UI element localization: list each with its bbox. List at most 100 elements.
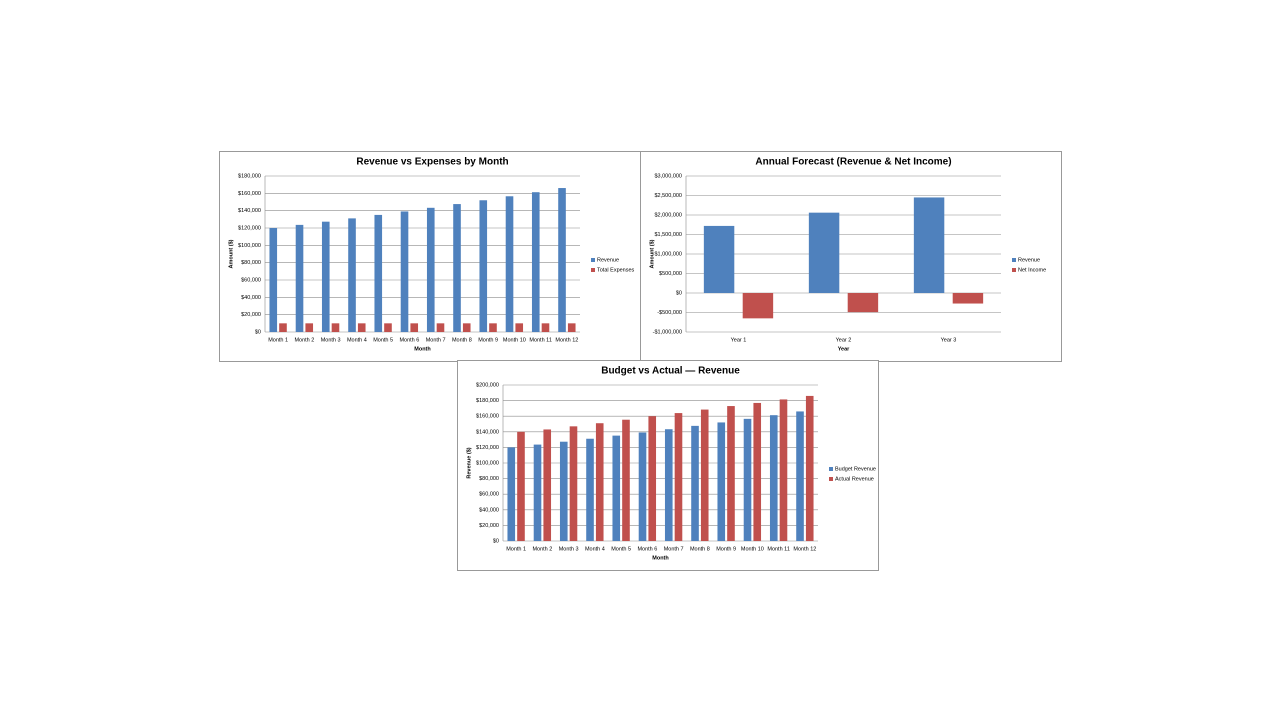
y-tick-label: $60,000 [479, 492, 499, 498]
x-axis-label: Month [414, 346, 431, 352]
y-tick-label: $180,000 [238, 173, 261, 179]
x-tick-label: Year 3 [941, 337, 957, 343]
x-tick-label: Month 11 [767, 546, 790, 552]
y-tick-label: $0 [255, 329, 261, 335]
x-tick-label: Month 10 [503, 337, 526, 343]
bar [805, 395, 814, 541]
bar [743, 418, 752, 541]
bar [779, 399, 788, 541]
y-tick-label: $20,000 [241, 312, 261, 318]
chart-title: Annual Forecast (Revenue & Net Income) [755, 157, 951, 168]
y-tick-label: $200,000 [476, 382, 499, 388]
y-tick-label: $80,000 [479, 476, 499, 482]
bar [913, 197, 945, 293]
bar [691, 425, 699, 541]
bar [543, 429, 552, 541]
bar [507, 447, 516, 541]
x-tick-label: Month 8 [690, 546, 710, 552]
legend-swatch [829, 467, 833, 471]
y-tick-label: $80,000 [241, 260, 261, 266]
bar [622, 419, 630, 541]
x-tick-label: Month 2 [532, 546, 552, 552]
bar [717, 422, 726, 541]
bar [357, 323, 366, 332]
bar [700, 409, 709, 541]
x-tick-label: Month 6 [637, 546, 657, 552]
x-axis-label: Month [652, 555, 669, 561]
legend-swatch [1012, 268, 1016, 272]
bar [410, 323, 419, 332]
legend-label: Actual Revenue [835, 476, 874, 482]
bar [269, 228, 278, 332]
y-tick-label: $2,000,000 [654, 212, 682, 218]
bar [753, 402, 762, 541]
bar [612, 435, 621, 541]
bar [453, 204, 461, 332]
bar [426, 207, 435, 332]
bar [808, 212, 840, 293]
panel-border [640, 151, 1062, 362]
x-tick-label: Month 4 [347, 337, 367, 343]
y-tick-label: $180,000 [476, 398, 499, 404]
y-tick-label: $40,000 [479, 507, 499, 513]
x-tick-label: Year 2 [836, 337, 852, 343]
legend-swatch [829, 477, 833, 481]
y-tick-label: $2,500,000 [654, 193, 682, 199]
x-tick-label: Month 3 [559, 546, 579, 552]
bar [703, 225, 735, 293]
x-tick-label: Month 5 [373, 337, 393, 343]
legend-label: Budget Revenue [835, 466, 876, 472]
x-tick-label: Month 10 [741, 546, 764, 552]
x-tick-label: Month 7 [426, 337, 446, 343]
bar [436, 323, 445, 332]
y-tick-label: $20,000 [479, 523, 499, 529]
y-tick-label: $500,000 [659, 271, 682, 277]
bar [586, 438, 594, 541]
y-tick-label: $140,000 [476, 429, 499, 435]
x-tick-label: Month 1 [506, 546, 526, 552]
y-axis-label: Amount ($) [228, 239, 234, 268]
bar [664, 429, 673, 541]
x-tick-label: Month 8 [452, 337, 472, 343]
y-tick-label: $120,000 [476, 445, 499, 451]
bar [742, 293, 774, 319]
bar [400, 211, 409, 332]
x-axis-label: Year [838, 346, 850, 352]
legend-swatch [591, 258, 595, 262]
y-tick-label: $140,000 [238, 208, 261, 214]
y-tick-label: $100,000 [238, 243, 261, 249]
bar [515, 323, 524, 332]
y-tick-label: $60,000 [241, 277, 261, 283]
bar [769, 415, 778, 541]
chart-panel: Revenue vs Expenses by Month $0 $20,000 $40… [219, 151, 641, 362]
y-tick-label: $120,000 [238, 225, 261, 231]
y-tick-label: $1,500,000 [654, 232, 682, 238]
bar [559, 441, 568, 541]
x-tick-label: Month 11 [529, 337, 552, 343]
x-tick-label: Month 7 [664, 546, 684, 552]
bar [505, 196, 514, 332]
x-tick-label: Month 12 [555, 337, 578, 343]
y-tick-label: $0 [493, 538, 499, 544]
x-tick-label: Month 6 [399, 337, 419, 343]
x-tick-label: Month 1 [268, 337, 288, 343]
bar [321, 221, 330, 332]
y-axis-label: Revenue ($) [466, 447, 472, 478]
bar [638, 432, 647, 541]
chart-title: Budget vs Actual — Revenue [601, 366, 740, 377]
bar [305, 323, 314, 332]
y-tick-label: -$1,000,000 [653, 329, 682, 335]
x-tick-label: Month 2 [294, 337, 314, 343]
bar [727, 406, 735, 541]
x-tick-label: Year 1 [731, 337, 747, 343]
bar [384, 323, 392, 332]
x-tick-label: Month 5 [611, 546, 631, 552]
legend-label: Total Expenses [597, 267, 635, 273]
bar [533, 444, 542, 541]
y-tick-label: $3,000,000 [654, 173, 682, 179]
y-tick-label: -$500,000 [657, 310, 682, 316]
bar [348, 218, 356, 332]
x-tick-label: Month 12 [793, 546, 816, 552]
x-tick-label: Month 9 [478, 337, 498, 343]
